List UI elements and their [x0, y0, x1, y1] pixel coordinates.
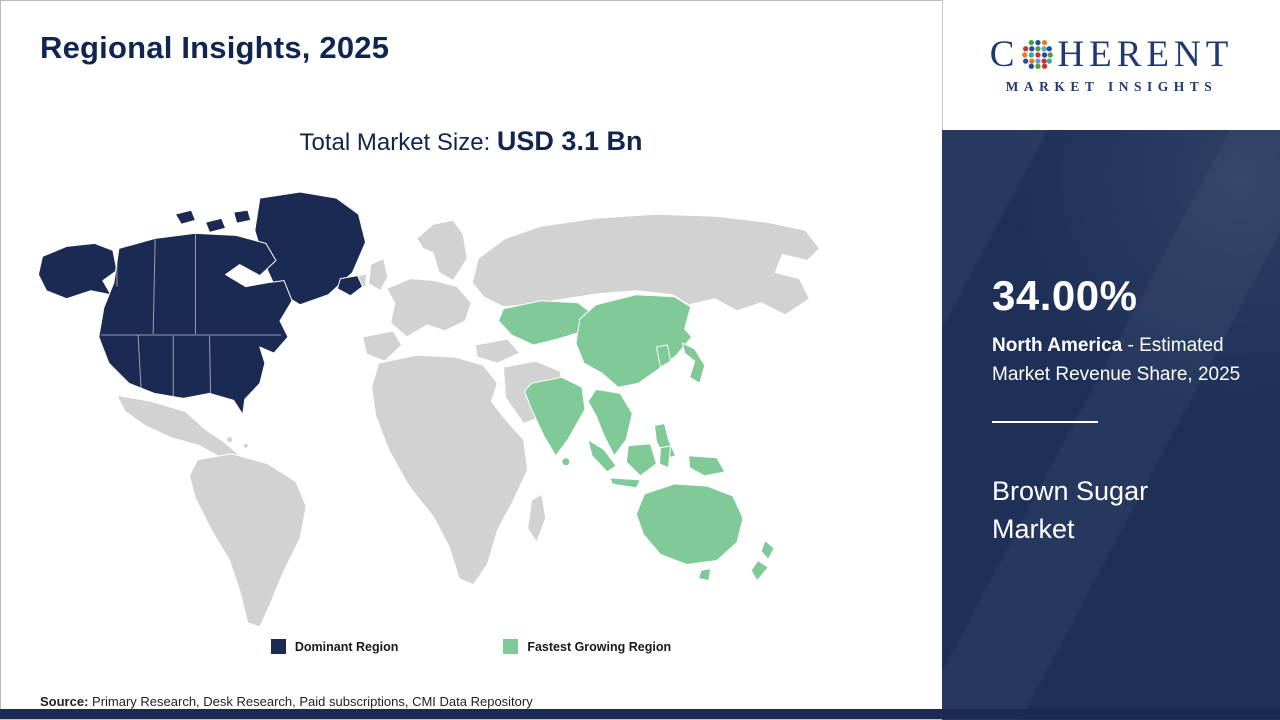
market-size-value: USD 3.1 Bn	[496, 126, 643, 156]
legend-item-dominant: Dominant Region	[270, 639, 399, 654]
source-text: Primary Research, Desk Research, Paid su…	[88, 694, 533, 709]
map-region-rest-of-world	[116, 213, 821, 628]
market-size-label: Total Market Size:	[299, 129, 497, 156]
total-market-size: Total Market Size: USD 3.1 Bn	[0, 126, 942, 157]
map-region-asia-pacific	[497, 294, 775, 582]
revenue-share-desc-text: - Estimated Market Revenue Share, 2025	[992, 335, 1241, 385]
dominant-region-label: Dominant Region	[294, 639, 399, 654]
bottom-bar	[0, 709, 1280, 719]
fastest-region-swatch	[503, 639, 519, 654]
fastest-region-label: Fastest Growing Region	[527, 639, 672, 654]
logo-letter-c: C	[989, 33, 1020, 75]
source-label: Source:	[40, 694, 89, 709]
map-legend: Dominant Region Fastest Growing Region	[0, 639, 942, 654]
main-content: Regional Insights, 2025 Total Market Siz…	[0, 30, 942, 709]
page-title: Regional Insights, 2025	[40, 30, 390, 65]
legend-item-fastest: Fastest Growing Region	[503, 639, 671, 654]
logo-letters: HERENT	[1057, 33, 1234, 75]
logo-subtitle: MARKET INSIGHTS	[1005, 78, 1218, 94]
market-name: Brown Sugar Market	[992, 476, 1149, 544]
brand-logo: C HERENT MARKET INSIGHTS	[942, 0, 1280, 130]
revenue-share-value: 34.00%	[992, 272, 1138, 319]
source-note: Source: Primary Research, Desk Research,…	[40, 694, 533, 709]
dominant-region-swatch	[270, 639, 286, 654]
logo-wordmark: C HERENT	[990, 36, 1234, 73]
stats-panel: 34.00% North America - Estimated Market …	[942, 130, 1280, 720]
world-map	[32, 186, 838, 644]
revenue-share-region: North America	[992, 335, 1123, 356]
world-map-svg	[37, 191, 821, 628]
revenue-share-description: North America - Estimated Market Revenue…	[992, 332, 1242, 389]
map-region-north-america	[37, 191, 367, 415]
sidebar: C HERENT MARKET INSIGHTS 34.00% North Am…	[942, 0, 1280, 720]
divider-line	[992, 421, 1098, 423]
logo-globe-icon	[1022, 40, 1054, 69]
